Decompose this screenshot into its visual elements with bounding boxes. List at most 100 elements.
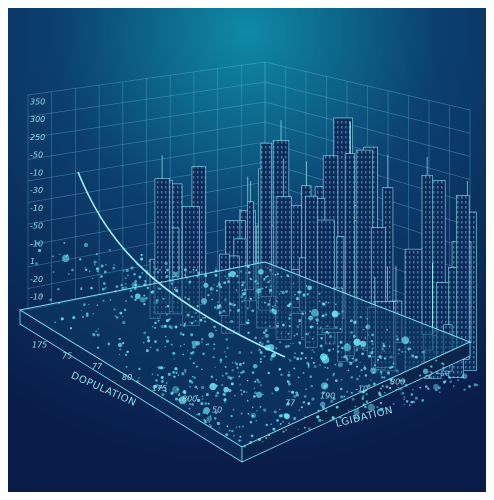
particle [268, 279, 271, 282]
particle [334, 326, 338, 330]
particle [172, 351, 176, 355]
particle [410, 393, 414, 396]
particle [350, 376, 354, 379]
x-tick-label: 80 [122, 373, 132, 382]
z-tick-label: 800 [390, 378, 405, 387]
particle [115, 285, 119, 289]
particle [96, 267, 99, 271]
particle [386, 328, 388, 331]
particle [140, 253, 143, 257]
particle [341, 419, 344, 422]
particle [280, 373, 283, 377]
particle [174, 397, 179, 401]
particle [308, 427, 311, 431]
particle [117, 342, 123, 348]
particle [241, 292, 245, 296]
particle [392, 362, 395, 365]
particle [58, 302, 61, 305]
particle [92, 313, 94, 315]
particle [364, 337, 367, 339]
particle [54, 321, 56, 324]
particle [204, 420, 207, 424]
particle [209, 415, 212, 417]
particle [282, 430, 285, 433]
particle [175, 289, 179, 293]
particle [262, 331, 266, 334]
particle [123, 308, 127, 312]
particle [419, 374, 422, 377]
particle [205, 343, 208, 346]
particle [280, 414, 284, 418]
particle [153, 385, 157, 389]
particle [353, 321, 357, 324]
particle [49, 298, 52, 302]
particle [356, 416, 360, 420]
particle [414, 396, 418, 400]
particle [259, 406, 262, 408]
particle [276, 272, 279, 276]
particle [253, 395, 256, 398]
particle [286, 380, 290, 384]
particle [403, 403, 405, 406]
x-tick-label: 175 [32, 341, 47, 350]
particle [114, 315, 117, 317]
particle [364, 405, 367, 409]
particle [36, 241, 40, 245]
grid-line [27, 121, 266, 160]
particle [118, 337, 121, 341]
particle [288, 422, 290, 424]
particle [347, 410, 350, 412]
particle [165, 339, 170, 343]
particle [134, 283, 137, 287]
particle [130, 295, 133, 298]
particle [225, 337, 229, 341]
particle [302, 372, 305, 374]
particle [293, 417, 297, 421]
particle [335, 303, 337, 306]
particle [146, 286, 149, 290]
particle [224, 401, 226, 403]
particle [186, 313, 190, 317]
particle [238, 375, 241, 378]
particle [246, 399, 249, 402]
particle [50, 265, 52, 267]
particle [143, 302, 146, 306]
particle [235, 289, 238, 291]
particle [288, 390, 291, 393]
x-tick-label: 175 [152, 384, 167, 393]
particle [183, 368, 187, 372]
particle [196, 387, 199, 389]
particle [255, 420, 257, 422]
particle [164, 261, 168, 265]
grid-line [27, 181, 266, 225]
particle [195, 269, 198, 272]
particle [219, 285, 222, 289]
particle [268, 288, 272, 292]
particle [215, 384, 218, 387]
particle [403, 396, 406, 398]
particle [83, 242, 89, 248]
particle [228, 302, 232, 306]
particle [157, 319, 160, 322]
particle [229, 270, 236, 278]
particle [361, 390, 365, 394]
particle [137, 377, 140, 379]
particle [38, 249, 42, 253]
particle [441, 369, 444, 373]
particle [101, 287, 105, 291]
particle [277, 309, 280, 311]
particle [59, 253, 61, 255]
particle [269, 268, 272, 272]
particle [71, 268, 74, 272]
particle [288, 302, 292, 306]
particle [307, 285, 312, 291]
particle [211, 298, 214, 301]
particle [325, 409, 328, 413]
particle [298, 323, 301, 326]
particle [401, 336, 410, 345]
particle [247, 319, 250, 321]
particle [164, 387, 167, 389]
particle [318, 292, 321, 295]
particle [442, 380, 446, 384]
particle [183, 322, 186, 326]
